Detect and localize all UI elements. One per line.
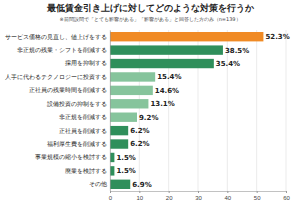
data-label: 6.9%	[132, 181, 151, 189]
tick-label: 60	[283, 195, 290, 201]
tick: 50	[254, 191, 261, 201]
tick-mark	[286, 191, 287, 193]
chart: 最低賃金引き上げに対してどのような対策を行うか ※前問設問で「とても影響がある」「…	[0, 0, 300, 207]
tick: 10	[136, 191, 143, 201]
tick-label: 40	[224, 195, 231, 201]
bar	[110, 180, 130, 189]
data-label: 15.4%	[157, 73, 181, 81]
bars	[110, 32, 263, 189]
tick: 採用を抑制する	[65, 60, 110, 67]
tick: 非正規を削減する	[59, 114, 110, 121]
x-axis: 0 10 20 30 40 50 60	[109, 191, 291, 201]
bar	[110, 113, 137, 122]
category-label: 設備投資の抑制をする	[47, 101, 107, 108]
bar	[110, 139, 128, 148]
tick: 正社員の残業時間を削減する	[29, 87, 110, 94]
tick-mark	[257, 191, 258, 193]
category-label: 正社員の残業時間を削減する	[29, 87, 107, 94]
grid-line	[256, 30, 257, 191]
tick: 正社員を削減する	[59, 128, 110, 135]
plot: 52.3% 38.5% 35.4% 15.4% 14.6% 13.1% 9.2% 6.2% 6.…	[5, 30, 290, 201]
tick-mark	[169, 191, 170, 193]
tick-label: 50	[254, 195, 261, 201]
tick: その他	[89, 181, 110, 188]
category-label: 採用を抑制する	[65, 60, 107, 67]
bar	[110, 32, 263, 41]
category-label: 事業規模の縮小を検討する	[35, 153, 107, 161]
data-label: 35.4%	[216, 60, 240, 68]
category-label: 非正規を削減する	[59, 114, 107, 121]
data-label: 9.2%	[139, 114, 158, 122]
tick: 事業規模の縮小を検討する	[35, 153, 110, 161]
category-label: その他	[89, 181, 107, 188]
bar	[110, 59, 214, 68]
tick-label: 10	[136, 195, 143, 201]
bar	[110, 99, 148, 108]
category-label: 廃業を検討する	[65, 167, 107, 175]
data-labels: 52.3% 38.5% 35.4% 15.4% 14.6% 13.1% 9.2% 6.2% 6.…	[116, 33, 289, 189]
category-label: サービス価格の見直し、値上げをする	[5, 34, 107, 41]
bar	[110, 72, 155, 81]
data-label: 52.3%	[265, 33, 289, 41]
data-label: 1.5%	[116, 167, 135, 175]
grid	[110, 30, 286, 191]
tick: 廃業を検討する	[65, 167, 110, 175]
tick: 20	[166, 191, 173, 201]
category-label: 人手に代わるテクノロジーに投資する	[5, 74, 107, 81]
tick: 60	[283, 191, 290, 201]
tick: 福利厚生費を削減する	[47, 141, 110, 148]
tick-mark	[227, 191, 228, 193]
data-label: 38.5%	[225, 47, 249, 55]
bar	[110, 45, 223, 54]
tick: 30	[195, 191, 202, 201]
data-label: 13.1%	[150, 100, 174, 108]
tick: 40	[224, 191, 231, 201]
axis-line	[111, 192, 287, 194]
bar	[110, 126, 128, 135]
tick: 人手に代わるテクノロジーに投資する	[5, 74, 110, 81]
category-label: 正社員を削減する	[59, 128, 107, 135]
grid-line	[286, 30, 287, 191]
tick: 設備投資の抑制をする	[47, 101, 110, 108]
tick-label: 20	[166, 195, 173, 201]
data-label: 14.6%	[155, 87, 179, 95]
data-label: 6.2%	[130, 127, 149, 135]
title: 最低賃金引き上げに対してどのような対策を行うか	[46, 3, 255, 13]
tick-mark	[139, 191, 140, 193]
y-axis: サービス価格の見直し、値上げをする非正規の残業・シフトを削減する採用を抑制する人…	[5, 31, 111, 192]
tick-mark	[110, 191, 111, 193]
data-label: 1.5%	[116, 154, 135, 162]
bar	[110, 86, 153, 95]
subtitle: ※前問設問で「とても影響がある」「影響がある」と回答した方のみ（n=139）	[59, 16, 240, 22]
tick: 非正規の残業・シフトを削減する	[17, 47, 110, 54]
tick-label: 30	[195, 195, 202, 201]
category-label: 非正規の残業・シフトを削減する	[17, 47, 107, 54]
tick: サービス価格の見直し、値上げをする	[5, 34, 110, 41]
axis-line	[110, 31, 111, 192]
category-label: 福利厚生費を削減する	[47, 141, 107, 148]
tick-mark	[198, 191, 199, 193]
tick: 0	[109, 191, 113, 201]
data-label: 6.2%	[130, 140, 149, 148]
tick-label: 0	[109, 195, 113, 201]
